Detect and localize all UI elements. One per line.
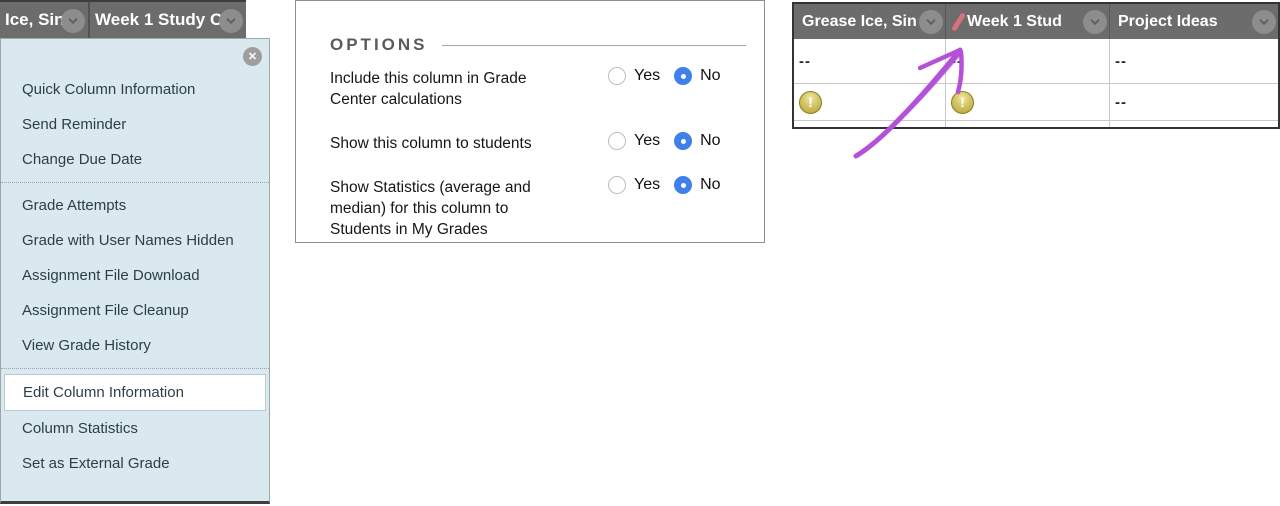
empty-grade-value: -- (799, 52, 811, 70)
needs-grading-warning-icon: ! (951, 90, 974, 114)
radio-yes[interactable] (608, 176, 626, 194)
radio-no-label[interactable]: No (700, 132, 721, 149)
menu-divider (1, 368, 269, 369)
column-header-project-ideas: Project Ideas (1110, 4, 1278, 39)
menu-item-change-due-date[interactable]: Change Due Date (22, 151, 143, 168)
column-header-week1: Week 1 Study C (88, 2, 246, 38)
radio-no-label[interactable]: No (700, 176, 721, 193)
grade-cell[interactable]: -- (1110, 84, 1278, 120)
grade-cell[interactable]: ! (946, 84, 1110, 120)
column-header-label: Grease Ice, Sin (802, 12, 917, 30)
hidden-column-slash-icon (951, 11, 966, 32)
option-label: Show Statistics (average and median) for… (330, 179, 531, 238)
chevron-down-icon (226, 18, 236, 25)
menu-item-send-reminder[interactable]: Send Reminder (22, 116, 127, 133)
option-label: Show this column to students (330, 135, 532, 152)
chevron-down-icon (68, 18, 78, 25)
radio-yes[interactable] (608, 132, 626, 150)
menu-item-column-statistics[interactable]: Column Statistics (22, 420, 138, 437)
grade-cell[interactable] (946, 121, 1110, 127)
menu-item-assignment-file-cleanup[interactable]: Assignment File Cleanup (22, 302, 189, 319)
menu-item-grade-with-user-names-hidden[interactable]: Grade with User Names Hidden (22, 232, 234, 249)
menu-item-set-as-external-grade[interactable]: Set as External Grade (22, 455, 170, 472)
column-header-label: Week 1 Stud (967, 12, 1062, 30)
needs-grading-warning-icon: ! (799, 90, 822, 114)
menu-item-edit-column-information[interactable]: Edit Column Information (4, 374, 266, 411)
column-header-label: Week 1 Study C (95, 10, 223, 29)
radio-group: Yes No (608, 132, 721, 150)
column-header-grease-ice-sin: Grease Ice, Sin (794, 4, 946, 39)
menu-item-quick-column-information[interactable]: Quick Column Information (22, 81, 196, 98)
table-row: ! ! -- (794, 83, 1278, 120)
chevron-down-icon (926, 19, 936, 26)
menu-group: Edit Column Information Column Statistic… (1, 369, 269, 486)
context-menu-list: Quick Column Information Send Reminder C… (1, 67, 269, 486)
table-row: -- -- -- (794, 39, 1278, 83)
column-menu-button[interactable] (1252, 10, 1276, 34)
radio-yes[interactable] (608, 67, 626, 85)
table-row (794, 120, 1278, 127)
radio-yes-label[interactable]: Yes (634, 67, 661, 84)
left-column-headers: Ice, Sin Week 1 Study C (0, 0, 246, 38)
radio-group: Yes No (608, 176, 721, 194)
column-context-menu: ✕ Quick Column Information Send Reminder… (0, 38, 270, 504)
grade-cell[interactable]: -- (946, 39, 1110, 83)
grade-cell[interactable]: -- (1110, 39, 1278, 83)
options-title: OPTIONS (330, 35, 428, 54)
column-menu-button[interactable] (61, 9, 85, 33)
options-panel: OPTIONS Include this column in Grade Cen… (295, 0, 765, 243)
grade-cell[interactable]: ! (794, 84, 946, 120)
chevron-down-icon (1090, 19, 1100, 26)
menu-group: Quick Column Information Send Reminder C… (1, 67, 269, 182)
empty-grade-value: -- (1115, 93, 1127, 111)
column-header-label: Ice, Sin (5, 10, 65, 29)
radio-group: Yes No (608, 67, 721, 85)
radio-no[interactable] (674, 67, 693, 85)
chevron-down-icon (1259, 19, 1269, 26)
column-menu-button[interactable] (919, 10, 943, 34)
column-header-ice-sin: Ice, Sin (0, 2, 88, 38)
grade-center-table: Grease Ice, Sin Week 1 Stud Project Idea… (792, 2, 1280, 129)
grade-table-header: Grease Ice, Sin Week 1 Stud Project Idea… (794, 4, 1278, 39)
empty-grade-value: -- (951, 52, 963, 70)
column-header-week-1-stud: Week 1 Stud (946, 4, 1110, 39)
menu-group: Grade Attempts Grade with User Names Hid… (1, 183, 269, 368)
option-label: Include this column in Grade Center calc… (330, 70, 527, 108)
empty-grade-value: -- (1115, 52, 1127, 70)
close-icon[interactable]: ✕ (243, 47, 262, 66)
option-show-statistics: Show Statistics (average and median) for… (330, 176, 746, 240)
options-divider-line (441, 44, 746, 46)
radio-no-label[interactable]: No (700, 67, 721, 84)
options-header: OPTIONS (330, 35, 746, 55)
grade-cell[interactable]: -- (794, 39, 946, 83)
menu-item-grade-attempts[interactable]: Grade Attempts (22, 197, 127, 214)
radio-no[interactable] (674, 176, 693, 194)
menu-item-view-grade-history[interactable]: View Grade History (22, 337, 151, 354)
column-menu-button[interactable] (219, 9, 243, 33)
column-menu-button[interactable] (1083, 10, 1107, 34)
option-show-to-students: Show this column to students Yes No (330, 132, 746, 154)
radio-yes-label[interactable]: Yes (634, 132, 661, 149)
option-include-in-calculations: Include this column in Grade Center calc… (330, 67, 746, 110)
column-header-label: Project Ideas (1118, 12, 1218, 30)
radio-no[interactable] (674, 132, 693, 150)
menu-item-assignment-file-download[interactable]: Assignment File Download (22, 267, 200, 284)
grade-cell[interactable] (794, 121, 946, 127)
radio-yes-label[interactable]: Yes (634, 176, 661, 193)
grade-cell[interactable] (1110, 121, 1278, 127)
menu-divider (1, 182, 269, 183)
